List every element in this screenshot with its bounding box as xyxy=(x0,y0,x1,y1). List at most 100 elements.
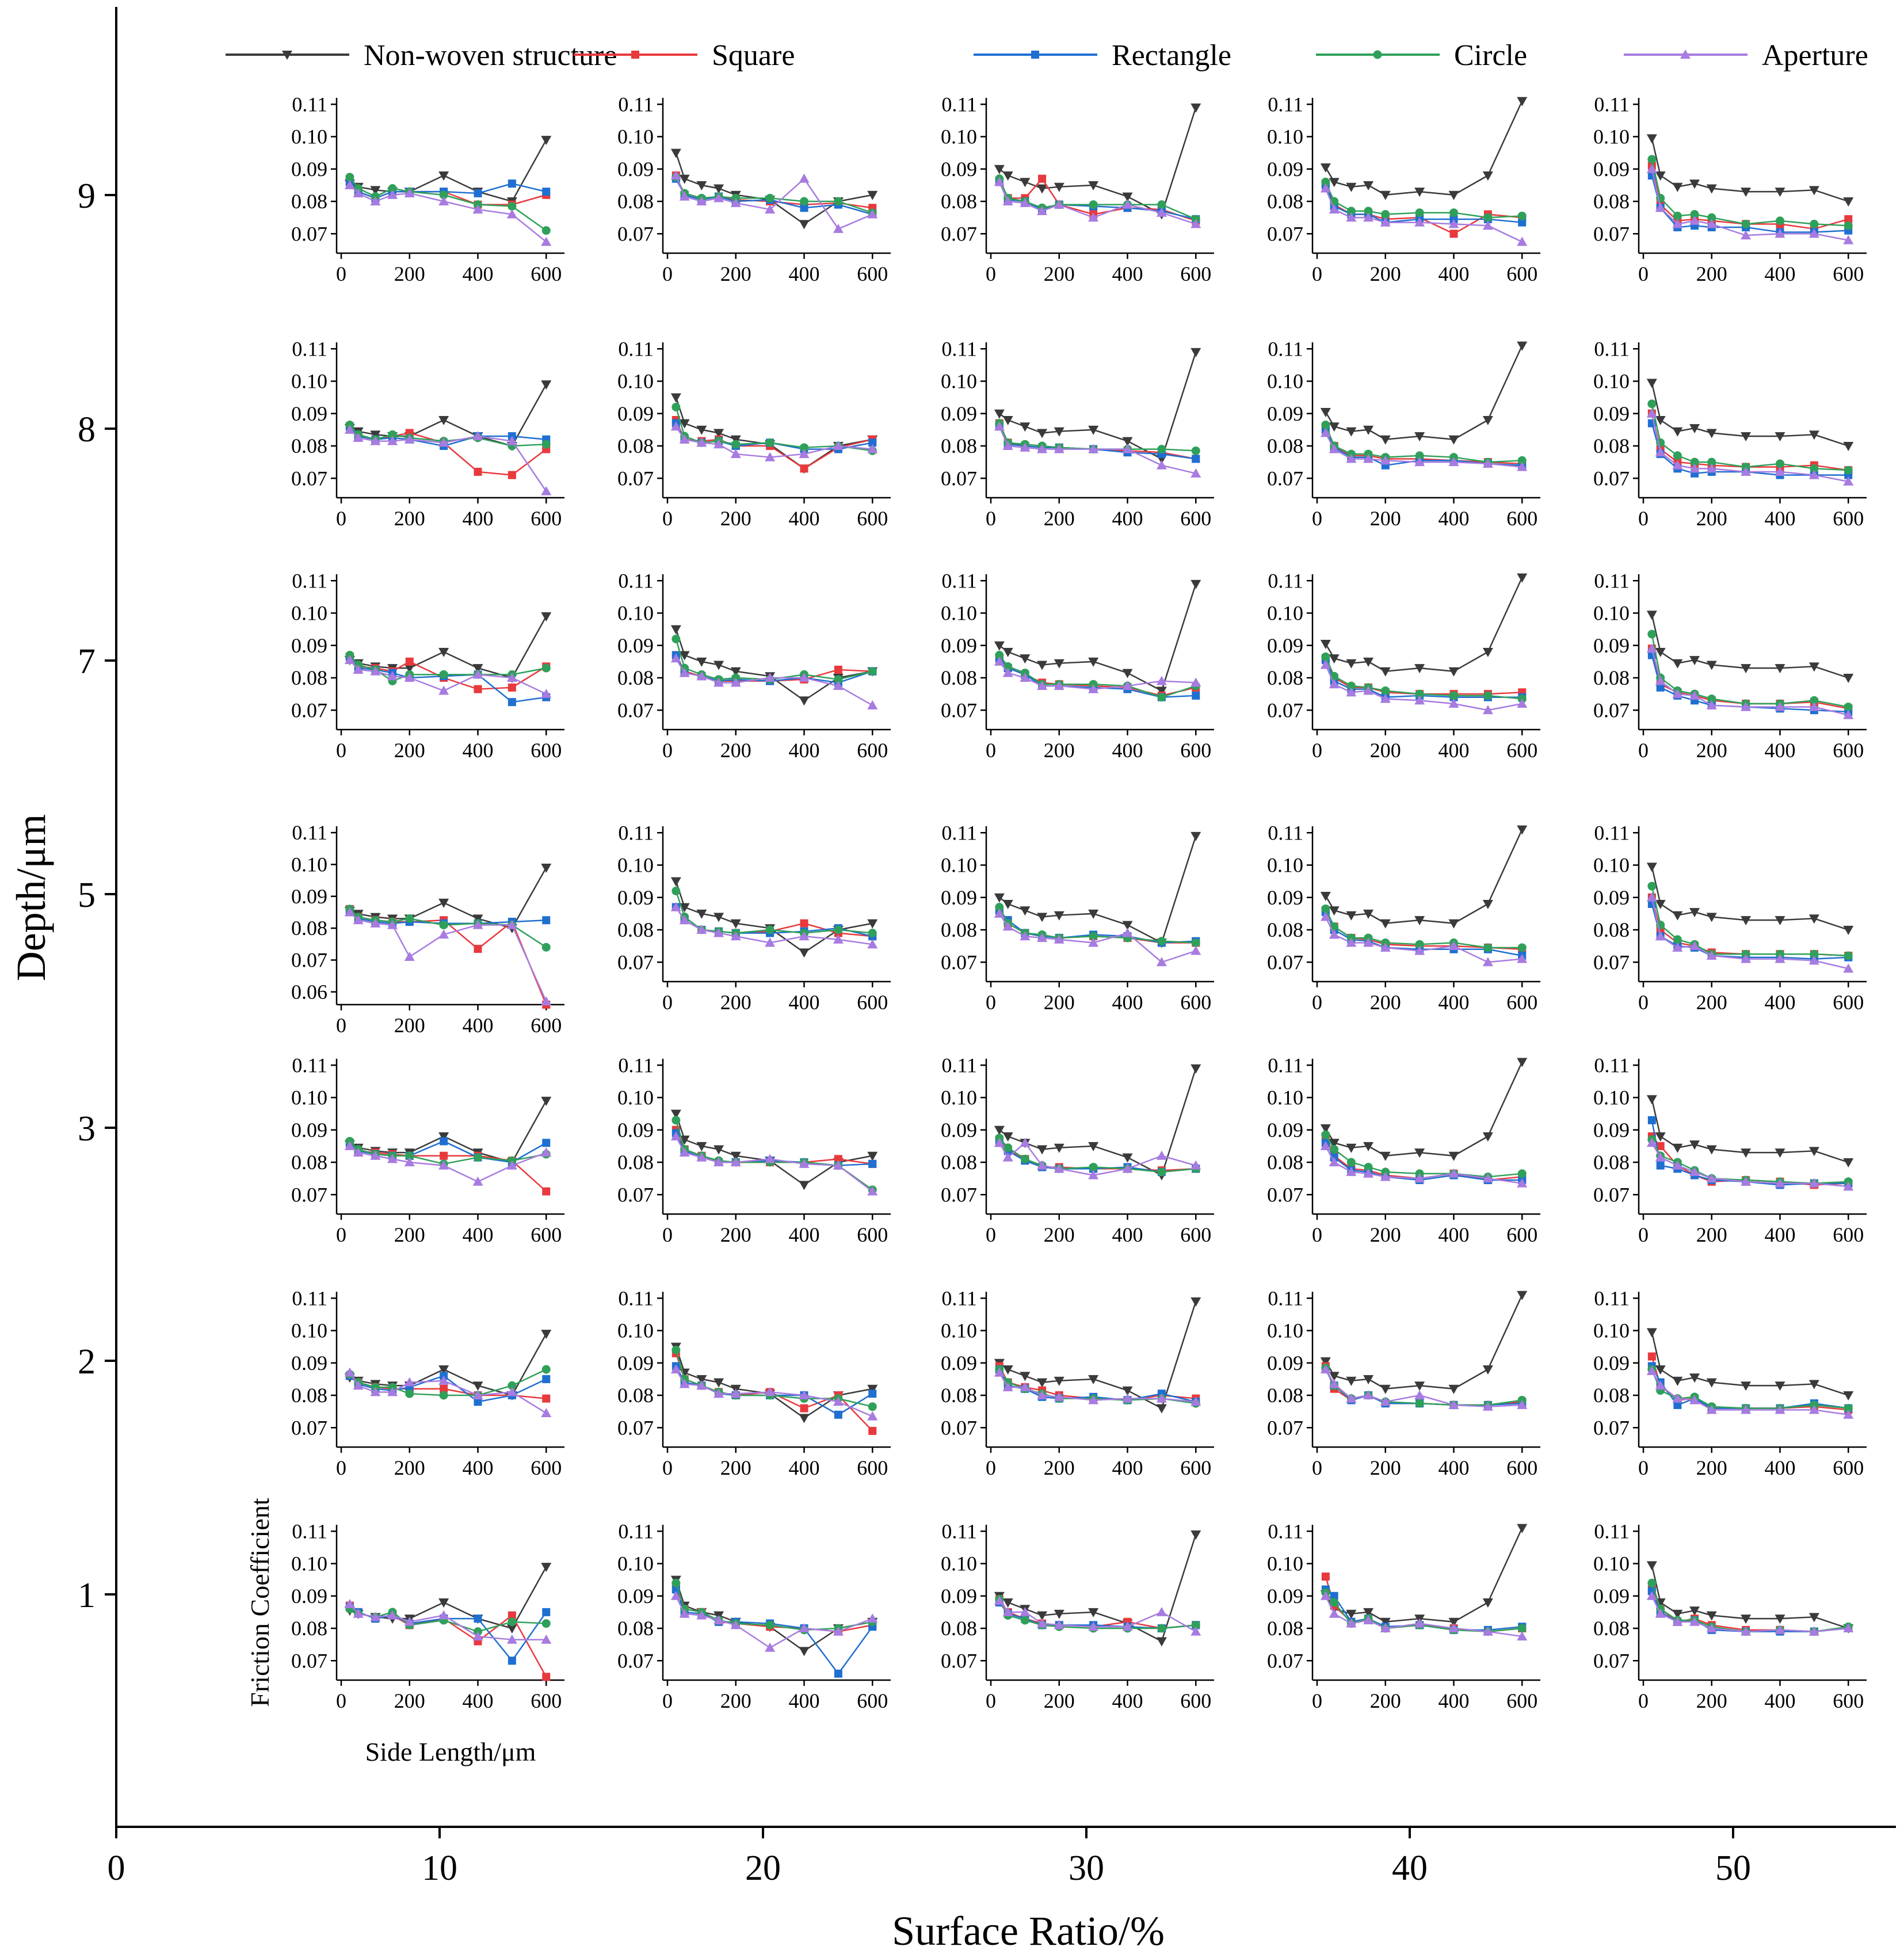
square-series xyxy=(671,903,877,941)
subplot-y-tick-label: 0.08 xyxy=(617,1151,654,1174)
aperture-series-point xyxy=(765,1154,776,1163)
subplot-x-tick-label: 0 xyxy=(662,1689,673,1712)
square-series-point xyxy=(508,683,516,692)
rectangle-series-point xyxy=(868,438,877,447)
aperture-series xyxy=(1320,911,1528,967)
rectangle-series xyxy=(671,903,877,941)
subplot-y-tick-label: 0.11 xyxy=(1594,1054,1630,1077)
subplot-x-tick-label: 600 xyxy=(531,1456,562,1479)
nonwoven-series-point xyxy=(1672,911,1683,921)
subplot-y-tick-label: 0.10 xyxy=(1593,1552,1630,1575)
subplot-y-tick-label: 0.06 xyxy=(291,980,327,1003)
circle-series-point xyxy=(1741,219,1750,228)
aperture-series-point xyxy=(679,434,690,444)
subplot-x-tick-label: 600 xyxy=(1506,1689,1537,1712)
aperture-series-point xyxy=(994,421,1005,431)
nonwoven-series-point xyxy=(1320,407,1331,417)
square-series-point xyxy=(800,464,808,473)
aperture-series-point xyxy=(344,1140,355,1150)
subplot-y-tick-label: 0.11 xyxy=(941,1287,977,1310)
outer-y-tick-label: 5 xyxy=(78,876,96,915)
aperture-series-point xyxy=(1320,659,1331,669)
nonwoven-series-point xyxy=(438,416,449,425)
nonwoven-series-point xyxy=(1655,648,1666,657)
circle-series-point xyxy=(439,190,448,200)
aperture-series-point xyxy=(867,444,878,453)
nonwoven-series xyxy=(670,148,878,230)
nonwoven-series-point xyxy=(438,898,449,908)
nonwoven-series-point xyxy=(1191,103,1201,113)
aperture-series-point xyxy=(1706,219,1717,228)
aperture-series-point xyxy=(730,1157,741,1166)
aperture-series-point xyxy=(1808,1178,1819,1188)
nonwoven-series-point xyxy=(1088,1375,1099,1384)
aperture-series-point xyxy=(1843,1623,1854,1632)
nonwoven-series-point xyxy=(1002,648,1013,657)
aperture-series xyxy=(994,1367,1201,1406)
subplot-y-tick-label: 0.09 xyxy=(1267,402,1303,425)
nonwoven-series-point xyxy=(1706,429,1717,438)
subplot-x-tick-label: 0 xyxy=(986,1223,996,1246)
subplot-y-tick-label: 0.11 xyxy=(941,1054,977,1077)
nonwoven-series-point xyxy=(472,664,483,674)
circle-series-point xyxy=(345,173,354,182)
nonwoven-series xyxy=(1646,134,1854,207)
nonwoven-series-point xyxy=(1054,427,1064,437)
aperture-series-point xyxy=(1741,953,1752,963)
circle-series-point xyxy=(1647,155,1657,164)
aperture-series-point xyxy=(387,436,398,445)
nonwoven-series-point xyxy=(1775,1381,1785,1391)
nonwoven-series-point xyxy=(1706,1611,1717,1621)
subplot-x-tick-label: 200 xyxy=(1696,991,1727,1014)
nonwoven-series-point xyxy=(1363,1608,1374,1617)
subplot-y-tick-label: 0.07 xyxy=(291,699,327,722)
nonwoven-series-point xyxy=(1414,664,1425,674)
nonwoven-series-point xyxy=(1843,1391,1854,1400)
aperture-series xyxy=(670,1131,878,1196)
circle-series-point xyxy=(1157,693,1166,702)
circle-series-point xyxy=(1346,207,1356,216)
nonwoven-series-point xyxy=(1346,1376,1357,1386)
nonwoven-series-point xyxy=(541,1097,552,1106)
rectangle-series-point xyxy=(542,188,551,196)
nonwoven-series-point xyxy=(1517,1291,1528,1300)
aperture-series xyxy=(1646,643,1854,719)
nonwoven-series-point xyxy=(696,425,707,435)
legend-marker xyxy=(631,51,639,59)
subplot-x-tick-label: 200 xyxy=(1044,991,1075,1014)
subplot-depth5-ratio40: 0.07 0.08 0.09 0.10 0.11 0 200 400 600 xyxy=(1267,821,1540,1014)
aperture-series-point xyxy=(1741,230,1752,240)
nonwoven-series-point xyxy=(1775,432,1785,442)
rectangle-series xyxy=(345,1603,551,1665)
nonwoven-series-point xyxy=(1054,911,1064,921)
aperture-series-point xyxy=(696,925,707,934)
nonwoven-series-point xyxy=(1414,432,1425,442)
aperture-series-point xyxy=(1672,460,1683,470)
subplot-y-tick-label: 0.08 xyxy=(1267,190,1303,213)
circle-series-point xyxy=(1483,943,1493,952)
aperture-series-point xyxy=(765,1642,776,1652)
square-series-point xyxy=(440,1151,448,1160)
subplot-depth8-ratio50: 0.07 0.08 0.09 0.10 0.11 0 200 400 600 xyxy=(1593,337,1867,530)
aperture-series xyxy=(1646,163,1854,245)
aperture-series xyxy=(670,1590,878,1652)
subplot-y-tick-label: 0.08 xyxy=(941,190,977,213)
square-series-point xyxy=(1449,230,1458,238)
subplot-depth3-ratio50: 0.07 0.08 0.09 0.10 0.11 0 200 400 600 xyxy=(1593,1054,1867,1246)
nonwoven-series-point xyxy=(1191,348,1201,357)
nonwoven-series-point xyxy=(679,903,690,913)
aperture-series-point xyxy=(1320,1364,1331,1373)
subplot-y-tick-label: 0.10 xyxy=(1267,1086,1303,1109)
circle-series-point xyxy=(1707,694,1716,704)
subplot-x-tick-label: 400 xyxy=(1439,1689,1470,1712)
circle-series xyxy=(1647,1578,1853,1636)
subplot-y-tick-label: 0.11 xyxy=(618,93,654,116)
nonwoven-series-point xyxy=(696,181,707,190)
aperture-series-point xyxy=(713,1157,724,1166)
nonwoven-series-point xyxy=(1689,908,1700,918)
aperture-series-point xyxy=(1689,1166,1700,1176)
nonwoven-series-point xyxy=(1054,659,1064,669)
nonwoven-series-point xyxy=(1122,669,1133,678)
legend-marker xyxy=(1373,50,1382,59)
aperture-series-point xyxy=(713,677,724,687)
